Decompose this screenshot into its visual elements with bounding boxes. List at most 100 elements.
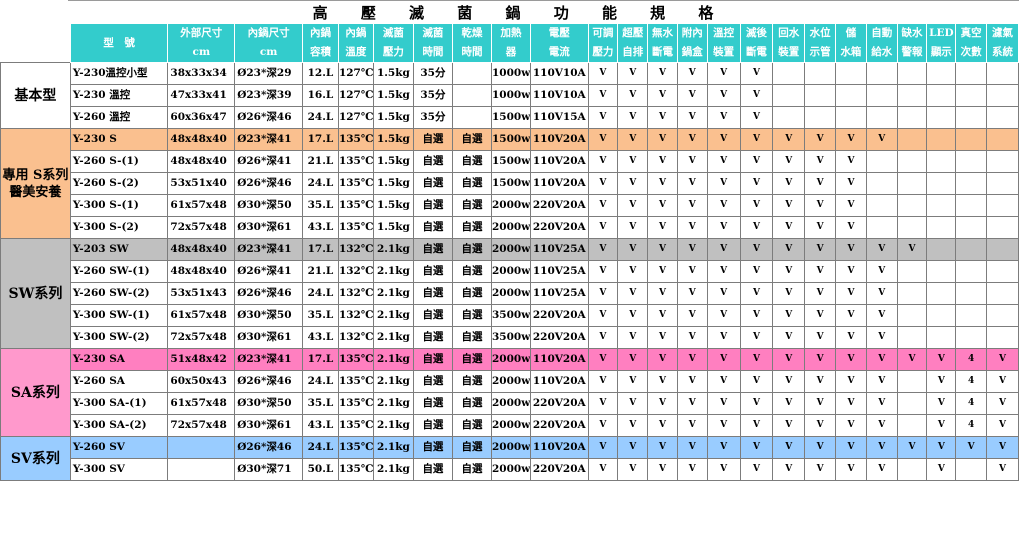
spec-cell: 43.L [301, 326, 339, 349]
column-header-line2: 裝置 [713, 46, 735, 58]
feature-mark-cell: V [865, 260, 898, 283]
table-row: Y-260 SW-(2) 53x51x43 Ø26*深46 24.L 132℃ 2.1kg… [1, 282, 1019, 305]
column-header: LED 顯示 [926, 23, 957, 63]
spec-cell: 21.L [301, 150, 339, 173]
spec-cell: 自選 [451, 194, 492, 217]
feature-mark-cell [926, 260, 957, 283]
spec-cell: 43.L [301, 414, 339, 437]
spec-cell: 24.L [301, 172, 339, 195]
feature-mark-cell: V [647, 62, 678, 85]
spec-cell: 自選 [451, 370, 492, 393]
spec-cell: 48x48x40 [167, 150, 236, 173]
spec-cell: 110V25A [530, 260, 589, 283]
spec-cell: Ø30*深61 [234, 414, 303, 437]
feature-mark-cell [986, 62, 1019, 85]
feature-mark-cell [896, 414, 928, 437]
spec-cell: 24.L [301, 106, 339, 129]
feature-mark-cell: V [739, 370, 774, 393]
feature-mark-cell: V [772, 194, 806, 217]
column-header-line2: 自排 [622, 46, 644, 58]
spec-cell: 16.L [301, 84, 339, 107]
column-header-line1: 自動 [871, 27, 893, 39]
column-header-line2: 示管 [809, 46, 831, 58]
feature-mark-cell: V [772, 436, 806, 459]
spec-cell: 48x48x40 [167, 260, 236, 283]
feature-mark-cell: V [587, 370, 619, 393]
table-row: Y-230 溫控 47x33x41 Ø23*深39 16.L 127℃ 1.5kg 35分 1… [1, 84, 1019, 107]
spec-cell: 110V20A [530, 172, 589, 195]
feature-mark-cell: V [706, 326, 741, 349]
feature-mark-cell: V [835, 392, 867, 415]
feature-mark-cell: V [804, 260, 837, 283]
feature-mark-cell [896, 326, 928, 349]
feature-mark-cell: V [772, 216, 806, 239]
column-header: 回水 裝置 [772, 23, 806, 63]
spec-cell: Ø26*深46 [234, 106, 303, 129]
feature-mark-cell: V [647, 348, 678, 371]
spec-cell: 自選 [412, 414, 453, 437]
feature-mark-cell: V [772, 370, 806, 393]
feature-mark-cell: V [804, 194, 837, 217]
feature-mark-cell: 4 [955, 392, 987, 415]
table-row: Y-300 SW-(2) 72x57x48 Ø30*深61 43.L 132℃ 2.1kg… [1, 326, 1019, 349]
feature-mark-cell: V [676, 238, 708, 261]
feature-mark-cell [865, 216, 898, 239]
spec-cell: Ø26*深46 [234, 436, 303, 459]
column-header-line2: 壓力 [592, 46, 614, 58]
feature-mark-cell: V [647, 84, 678, 107]
spec-cell: 132℃ [337, 260, 374, 283]
feature-mark-cell [986, 194, 1019, 217]
column-header-line2: 壓力 [382, 46, 404, 58]
column-header-line2: 斷電 [651, 46, 673, 58]
spec-cell: 1500w [490, 150, 532, 173]
feature-mark-cell: V [804, 128, 837, 151]
feature-mark-cell: V [647, 458, 678, 481]
spec-cell: 72x57x48 [167, 414, 236, 437]
feature-mark-cell: V [739, 304, 774, 327]
feature-mark-cell: V [865, 414, 898, 437]
spec-cell: 自選 [451, 304, 492, 327]
column-header-line1: 超壓 [622, 27, 644, 39]
column-header: 附內 鍋盒 [676, 23, 708, 63]
feature-mark-cell: V [617, 458, 649, 481]
spec-cell: 1500w [490, 106, 532, 129]
spec-cell: 自選 [412, 348, 453, 371]
column-header-line1: 真空 [960, 27, 982, 39]
feature-mark-cell [896, 392, 928, 415]
feature-mark-cell [772, 62, 806, 85]
feature-mark-cell [986, 260, 1019, 283]
spec-cell: 60x36x47 [167, 106, 236, 129]
spec-cell: 自選 [412, 458, 453, 481]
feature-mark-cell [955, 106, 987, 129]
feature-mark-cell: V [804, 150, 837, 173]
feature-mark-cell [896, 194, 928, 217]
model-cell: Y-300 SW-(2) [69, 326, 169, 349]
feature-mark-cell [896, 172, 928, 195]
column-header-line1: 加熱 [500, 27, 522, 39]
feature-mark-cell: V [587, 62, 619, 85]
column-header-line2: 次數 [960, 46, 982, 58]
feature-mark-cell: V [617, 282, 649, 305]
spec-cell: 17.L [301, 128, 339, 151]
feature-mark-cell: V [617, 392, 649, 415]
feature-mark-cell: V [955, 436, 987, 459]
spec-cell: Ø30*深61 [234, 326, 303, 349]
feature-mark-cell: V [706, 106, 741, 129]
feature-mark-cell [986, 304, 1019, 327]
feature-mark-cell [865, 150, 898, 173]
feature-mark-cell [986, 172, 1019, 195]
feature-mark-cell: V [706, 414, 741, 437]
feature-mark-cell: V [647, 150, 678, 173]
spec-cell: Ø23*深29 [234, 62, 303, 85]
feature-mark-cell: V [896, 436, 928, 459]
group-label: 專用 S系列 醫美安養 [0, 128, 71, 239]
column-header-line1: 溫控 [713, 27, 735, 39]
feature-mark-cell: V [706, 84, 741, 107]
column-header: 內鍋尺寸 cm [234, 23, 303, 63]
spec-cell: 53x51x43 [167, 282, 236, 305]
feature-mark-cell: V [772, 238, 806, 261]
spec-cell: 2000w [490, 216, 532, 239]
feature-mark-cell [835, 106, 867, 129]
column-header-line1: 儲 [845, 27, 857, 39]
column-header: 超壓 自排 [617, 23, 649, 63]
